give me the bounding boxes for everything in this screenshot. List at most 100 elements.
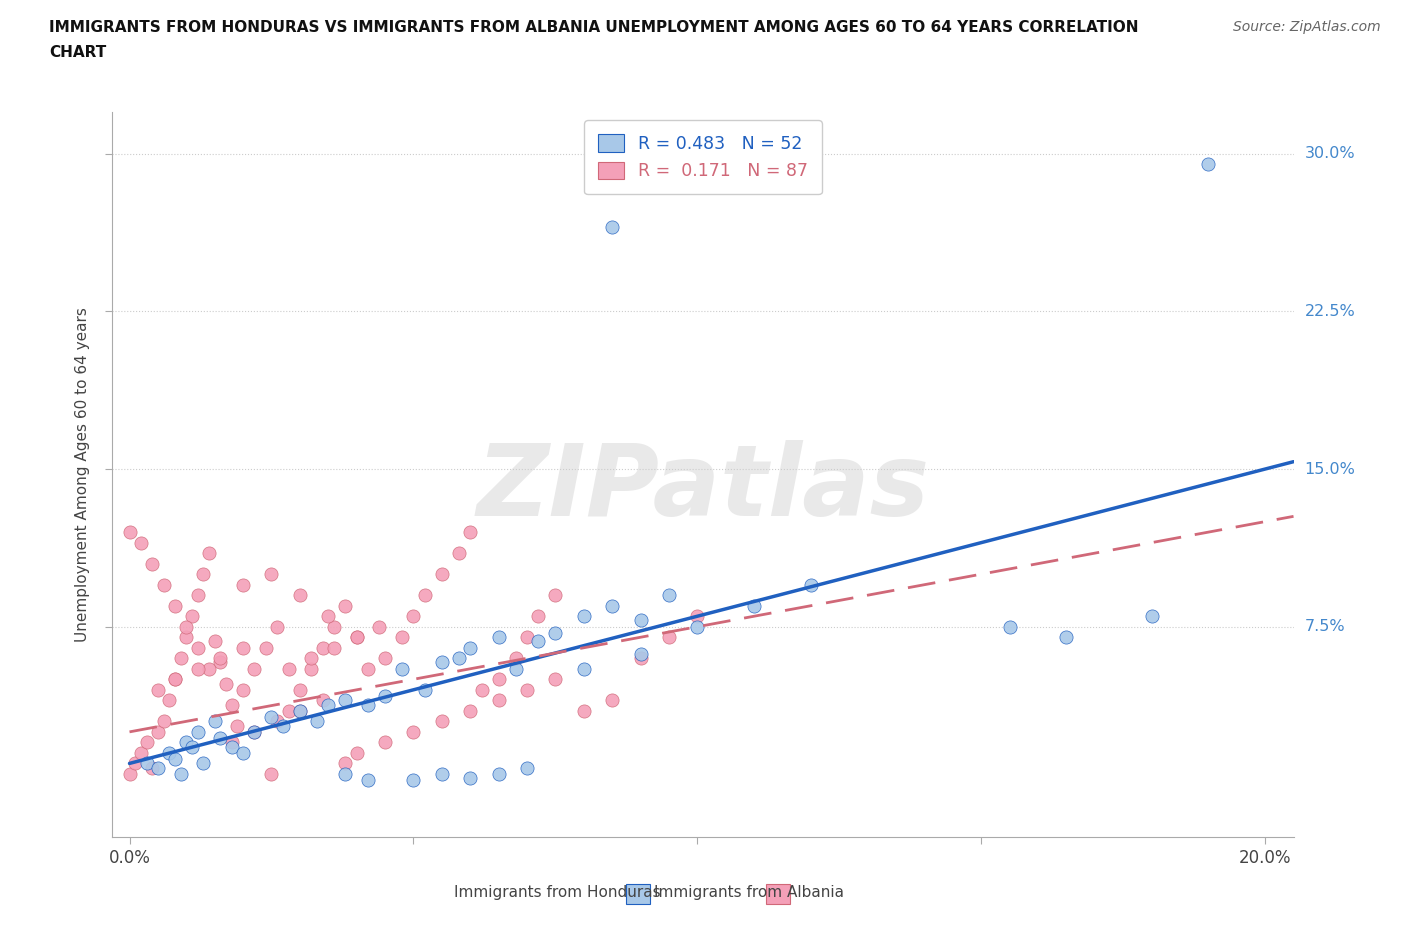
Point [146,760,169,775]
Point [181,739,204,754]
Point [129,746,152,761]
Point [447,651,470,666]
Point [169,766,191,781]
Point [458,641,481,656]
Point [141,556,163,571]
Point [402,773,425,788]
Point [163,751,186,766]
Point [288,703,311,718]
Point [430,566,453,581]
Point [516,683,538,698]
Point [402,724,425,739]
Point [346,630,368,644]
Point [209,651,232,666]
Point [998,619,1021,634]
Point [135,735,157,750]
Point [800,578,823,592]
Point [430,655,453,670]
Point [572,703,595,718]
Text: 30.0%: 30.0% [1305,146,1355,161]
Text: IMMIGRANTS FROM HONDURAS VS IMMIGRANTS FROM ALBANIA UNEMPLOYMENT AMONG AGES 60 T: IMMIGRANTS FROM HONDURAS VS IMMIGRANTS F… [49,20,1139,35]
Point [243,724,266,739]
Point [413,683,436,698]
Point [163,671,186,686]
Point [221,735,243,750]
Point [1054,630,1077,644]
Point [187,724,209,739]
Point [198,661,221,676]
Point [163,671,186,686]
Text: Source: ZipAtlas.com: Source: ZipAtlas.com [1233,20,1381,34]
Point [505,661,527,676]
Point [204,634,226,649]
Point [402,609,425,624]
Point [311,693,333,708]
Point [221,698,243,712]
Point [391,630,413,644]
Text: ZIPatlas: ZIPatlas [477,440,929,538]
Point [447,546,470,561]
Point [322,641,346,656]
Point [124,756,146,771]
Point [215,676,238,691]
Point [277,703,299,718]
Point [163,598,186,613]
Point [288,588,311,603]
Point [152,714,174,729]
Point [544,588,567,603]
Text: 22.5%: 22.5% [1305,304,1355,319]
Point [488,766,510,781]
Point [544,626,567,641]
Point [658,588,681,603]
Point [226,718,249,733]
Point [742,598,765,613]
Point [630,646,652,661]
Point [135,756,157,771]
Text: Immigrants from Albania: Immigrants from Albania [654,885,844,900]
Point [516,760,538,775]
Y-axis label: Unemployment Among Ages 60 to 64 years: Unemployment Among Ages 60 to 64 years [75,307,90,642]
Point [311,641,333,656]
Point [221,739,243,754]
Point [169,651,191,666]
Point [458,525,481,539]
Point [544,671,567,686]
Point [157,693,180,708]
Point [187,641,209,656]
Point [146,683,169,698]
Point [299,651,322,666]
Point [335,766,357,781]
Point [271,718,294,733]
Point [152,578,174,592]
Point [198,546,221,561]
Point [527,634,550,649]
Point [1197,157,1219,172]
Point [277,661,299,676]
Point [209,731,232,746]
Point [572,609,595,624]
Point [193,566,215,581]
Point [335,693,357,708]
Point [174,735,197,750]
Point [204,714,226,729]
Text: Immigrants from Honduras: Immigrants from Honduras [454,885,661,900]
Point [527,609,550,624]
Point [357,661,380,676]
Point [232,746,254,761]
Point [174,630,197,644]
Text: 15.0%: 15.0% [1305,461,1355,476]
Text: CHART: CHART [49,45,107,60]
Point [288,683,311,698]
Point [266,714,288,729]
Point [686,609,709,624]
Point [572,661,595,676]
Point [157,746,180,761]
Point [187,661,209,676]
Point [243,661,266,676]
Point [430,714,453,729]
Point [374,689,396,704]
Point [232,578,254,592]
Point [346,746,368,761]
Point [232,641,254,656]
Point [146,724,169,739]
